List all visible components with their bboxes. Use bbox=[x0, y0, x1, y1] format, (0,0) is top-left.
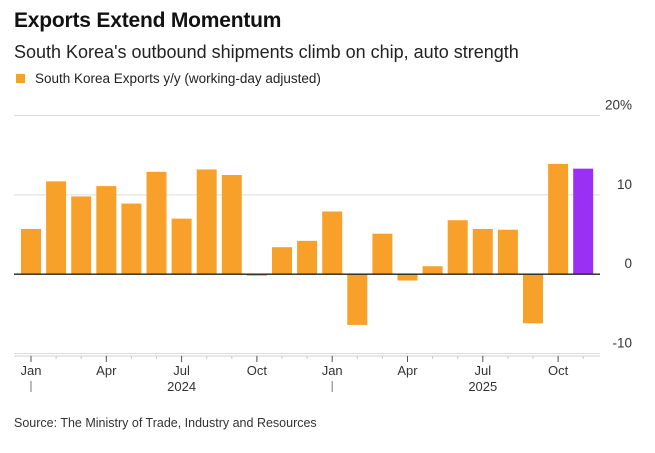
bar bbox=[21, 228, 41, 275]
bar bbox=[221, 175, 242, 275]
bar bbox=[523, 274, 543, 324]
bar bbox=[246, 274, 267, 276]
legend-label: South Korea Exports y/y (working-day adj… bbox=[35, 71, 321, 86]
x-tick-label: Apr bbox=[397, 363, 418, 378]
x-tick-label: Jan bbox=[322, 363, 343, 378]
year-label: 2024 bbox=[167, 379, 196, 394]
bar bbox=[472, 228, 493, 275]
bar bbox=[71, 196, 92, 275]
legend: South Korea Exports y/y (working-day adj… bbox=[16, 71, 321, 86]
y-tick-label: 20% bbox=[605, 98, 632, 113]
bar bbox=[347, 274, 368, 325]
bar bbox=[497, 229, 518, 275]
bar bbox=[46, 181, 67, 275]
year-label: 2025 bbox=[468, 379, 497, 394]
x-tick-label: Oct bbox=[548, 363, 569, 378]
chart-title: Exports Extend Momentum bbox=[14, 9, 282, 32]
x-tick-label: Jan bbox=[21, 363, 42, 378]
y-tick-label: -10 bbox=[612, 336, 632, 351]
x-tick-label: Oct bbox=[247, 363, 268, 378]
legend-swatch bbox=[16, 74, 25, 83]
bar bbox=[146, 171, 167, 275]
bar bbox=[573, 168, 594, 275]
source-note: Source: The Ministry of Trade, Industry … bbox=[14, 416, 317, 430]
y-tick-label: 10 bbox=[617, 177, 632, 192]
bar bbox=[447, 220, 468, 275]
bar bbox=[322, 211, 343, 275]
bar bbox=[372, 233, 393, 275]
bar bbox=[171, 218, 192, 275]
bar bbox=[196, 169, 217, 275]
x-tick-label: Jul bbox=[474, 363, 491, 378]
y-tick-label: 0 bbox=[624, 256, 632, 271]
bar bbox=[96, 186, 117, 275]
bar bbox=[422, 266, 443, 275]
bar bbox=[272, 247, 292, 275]
bar bbox=[397, 274, 418, 281]
bar bbox=[297, 240, 318, 275]
x-tick-label: Apr bbox=[96, 363, 117, 378]
bar bbox=[548, 163, 569, 275]
x-tick-label: Jul bbox=[173, 363, 190, 378]
chart-area: 20% 10 0 -10 Jan Apr Jul Oct Jan Apr Jul Oct 2024 202… bbox=[14, 98, 632, 394]
bar bbox=[121, 203, 142, 275]
chart-subtitle: South Korea's outbound shipments climb o… bbox=[14, 42, 519, 62]
